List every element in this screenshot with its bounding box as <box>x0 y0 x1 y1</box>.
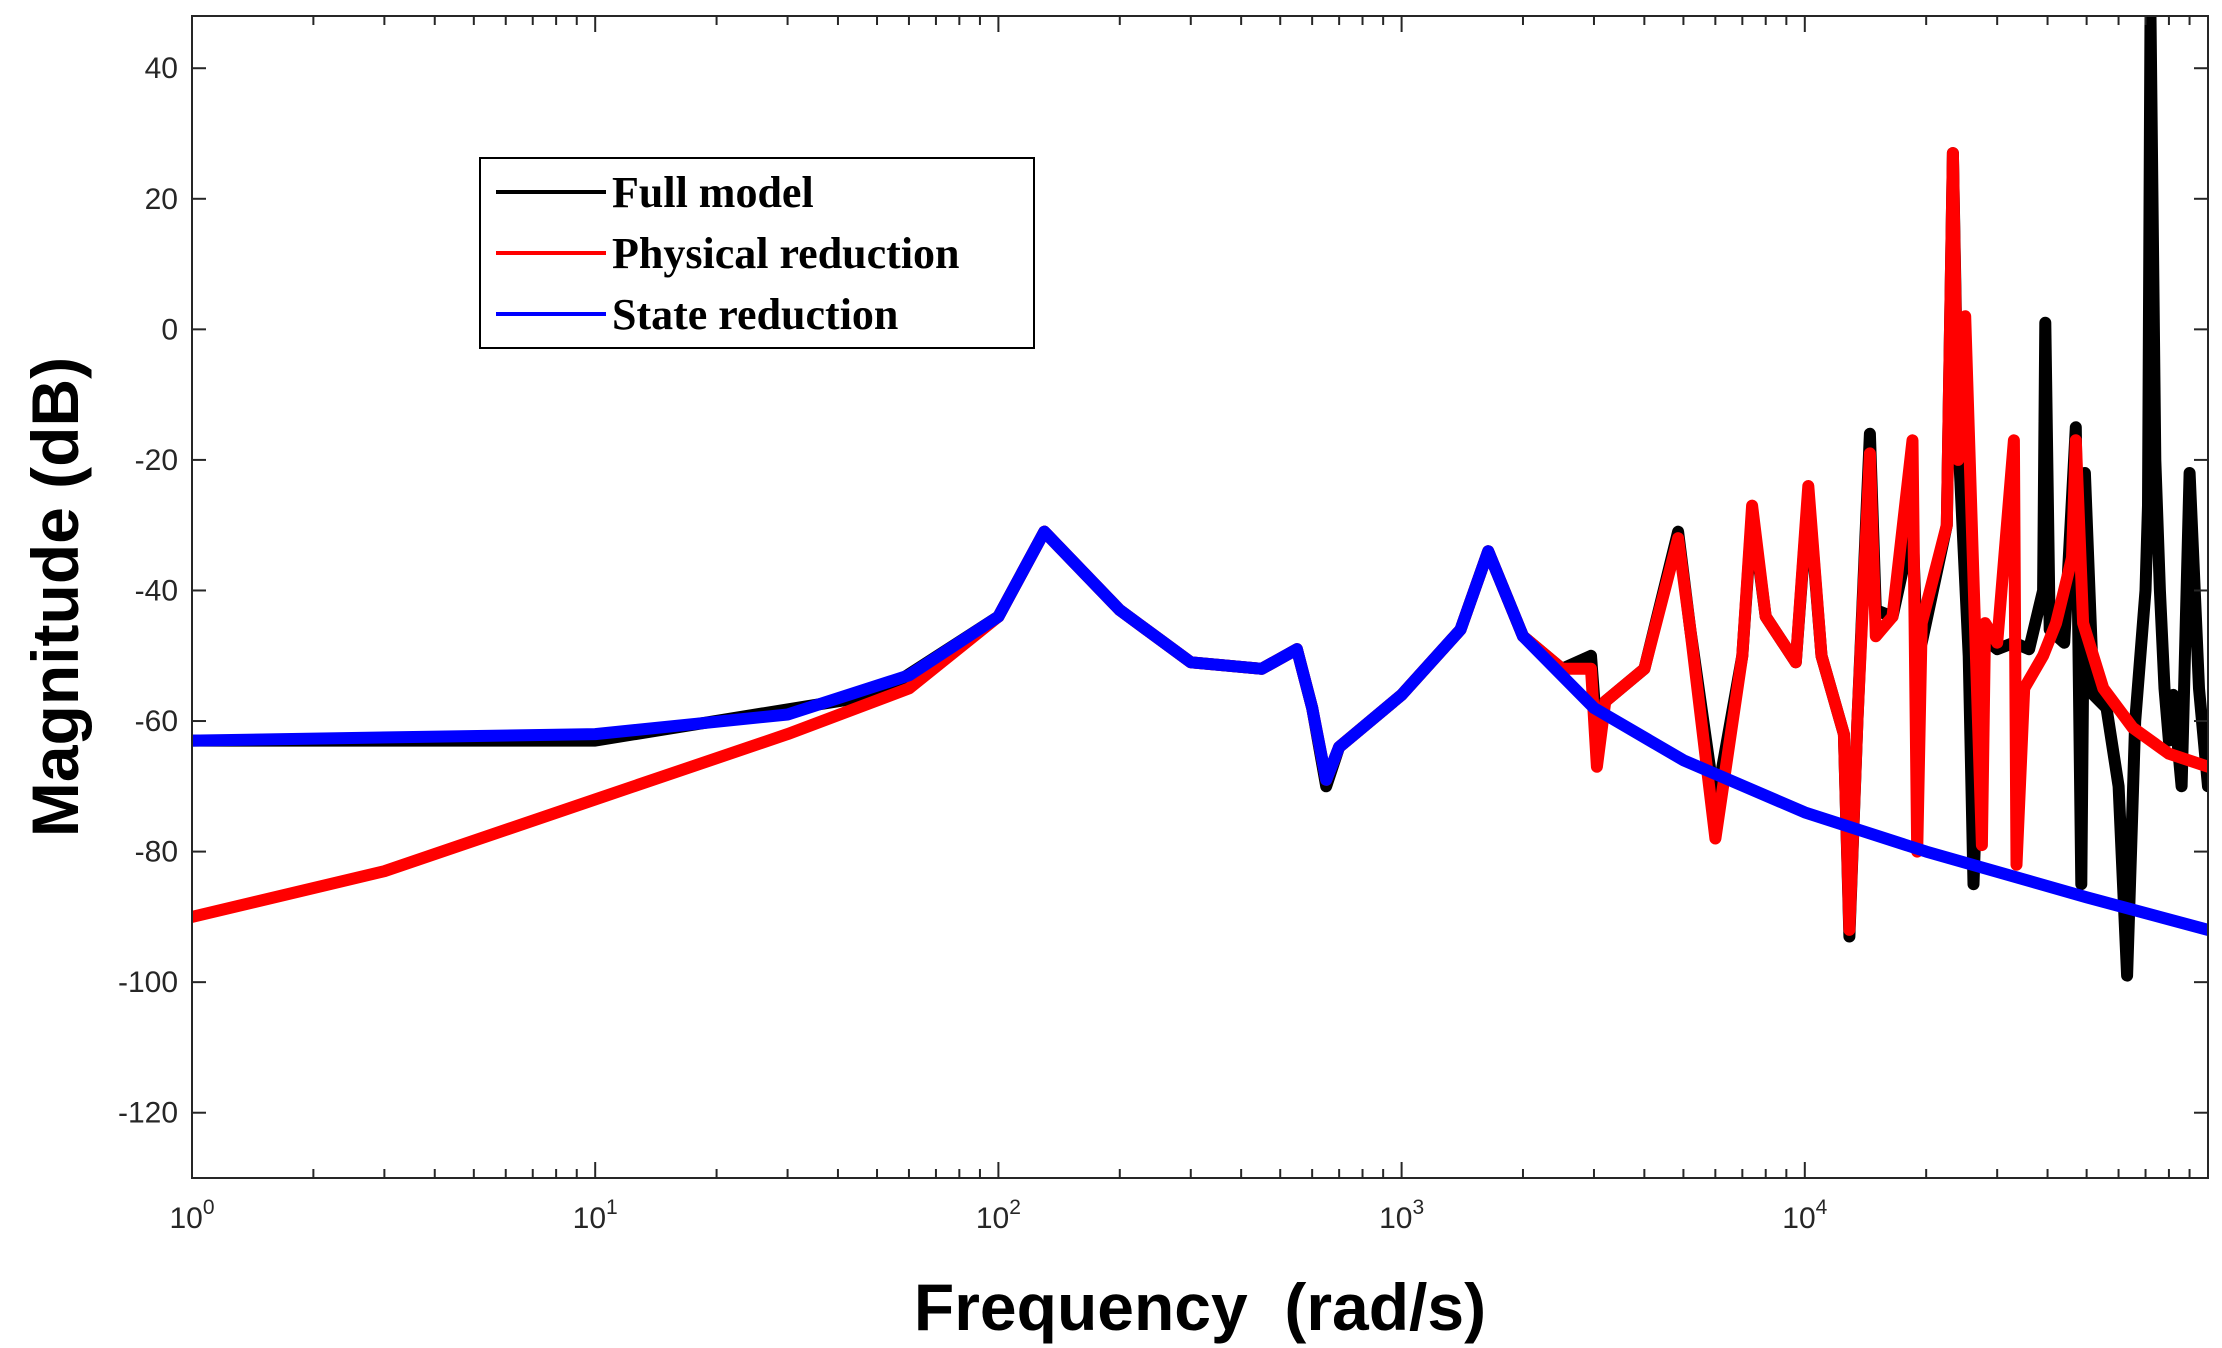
x-tick-label: 100 <box>169 1196 214 1235</box>
series-line-state-reduction <box>192 525 2208 936</box>
y-tick-label: -100 <box>118 966 178 999</box>
y-tick-label: -20 <box>135 444 178 477</box>
y-tick-label: 20 <box>145 183 178 216</box>
y-axis-title: Magnitude (dB) <box>18 357 92 837</box>
y-tick-label: 0 <box>161 313 178 346</box>
x-tick-label: 103 <box>1379 1196 1424 1235</box>
x-tick-label: 104 <box>1782 1196 1827 1235</box>
tick-layer <box>191 16 2208 1178</box>
legend-label-full-model: Full model <box>612 168 814 217</box>
legend-label-state-reduction: State reduction <box>612 290 898 339</box>
y-tick-label: 40 <box>145 52 178 85</box>
legend-label-physical-reduction: Physical reduction <box>612 229 960 278</box>
x-tick-labels: 100 101 102 103 104 <box>169 1196 1827 1235</box>
axes-frame <box>191 15 2209 1179</box>
x-tick-label: 102 <box>976 1196 1021 1235</box>
x-tick-label: 101 <box>573 1196 618 1235</box>
y-tick-label: -40 <box>135 574 178 607</box>
y-tick-label: -120 <box>118 1097 178 1130</box>
y-tick-label: -60 <box>135 705 178 738</box>
y-tick-labels: -120 -100 -80 -60 -40 -20 0 20 40 <box>118 52 178 1129</box>
legend: Full model Physical reduction State redu… <box>479 157 1035 349</box>
y-tick-label: -80 <box>135 836 178 869</box>
x-axis-title: Frequency (rad/s) <box>914 1270 1486 1344</box>
series-layer <box>192 16 2208 982</box>
